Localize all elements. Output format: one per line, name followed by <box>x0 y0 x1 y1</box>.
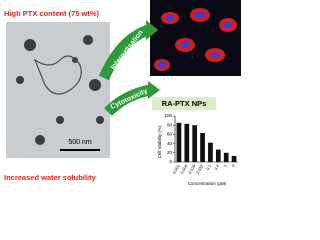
cells <box>154 8 237 71</box>
bar <box>215 149 221 162</box>
molecule-sketch <box>33 55 82 95</box>
bar <box>223 152 229 162</box>
y-tick-label: 100 <box>164 113 172 118</box>
bar <box>192 125 198 162</box>
x-tick-label: 1 <box>223 163 229 168</box>
arrow-head <box>148 81 160 99</box>
y-tick-label: 80 <box>167 122 173 127</box>
graphical-abstract: 500 nm High PTX content (75 wt%) Increas… <box>4 0 241 187</box>
y-axis-label: Cell Viability (%) <box>157 125 162 158</box>
bar <box>208 142 213 162</box>
x-tick-label: 0.001 <box>171 163 181 175</box>
y-tick-label: 40 <box>167 141 173 146</box>
y-tick-label: 20 <box>167 150 173 155</box>
bar <box>231 156 237 162</box>
arrow-head <box>146 20 158 40</box>
bar <box>200 133 205 162</box>
bar <box>176 122 182 162</box>
nanoparticles <box>16 35 104 145</box>
x-tick-label: 0.4 <box>213 163 220 171</box>
scale-label: 500 nm <box>68 139 92 146</box>
arrow-lower <box>104 84 152 116</box>
bar <box>184 123 190 162</box>
x-tick-label: 0.016 <box>187 163 197 175</box>
chart-title: RA-PTX NPs <box>162 99 207 108</box>
x-axis-label: Concentration (μM) <box>188 181 227 186</box>
x-tick-label: 0.032 <box>195 163 205 175</box>
x-tick-label: 0.004 <box>179 163 189 175</box>
solubility-text: Increased water solubility <box>4 173 97 182</box>
x-tick-label: 0.1 <box>205 163 212 171</box>
arrow-upper <box>98 24 151 81</box>
chart-title-box <box>152 97 216 110</box>
content-text: High PTX content (75 wt%) <box>4 9 100 18</box>
y-tick-label: 60 <box>167 132 173 137</box>
x-tick-label: 2 <box>230 163 236 168</box>
y-tick-label: 0 <box>169 159 172 164</box>
